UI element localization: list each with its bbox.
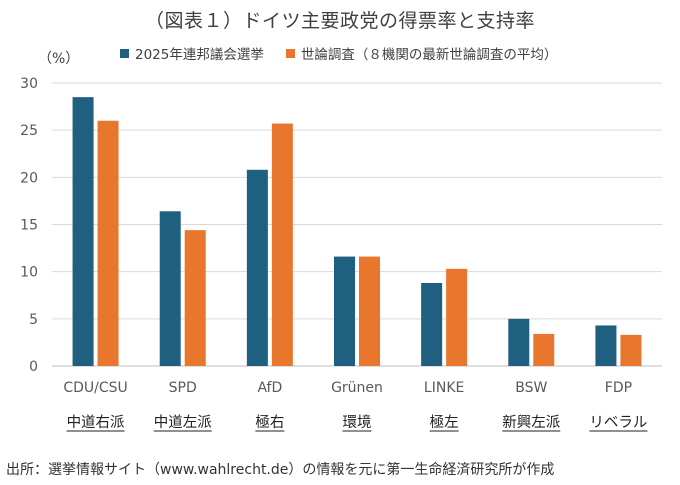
- party-orientation-label: リベラル: [589, 415, 647, 431]
- y-tick-label: 15: [20, 218, 38, 234]
- bar-poll: [271, 123, 293, 367]
- party-orientation-label: 環境: [343, 413, 372, 431]
- x-tick-label: BSW: [515, 380, 547, 396]
- bar-poll: [446, 268, 468, 366]
- x-tick-label: LINKE: [424, 380, 464, 396]
- bar-election: [72, 97, 94, 367]
- y-tick-label: 0: [29, 359, 38, 375]
- x-tick-label: CDU/CSU: [63, 380, 127, 396]
- legend-label-election: 2025年連邦議会選挙: [135, 47, 264, 63]
- bar-election: [159, 211, 181, 366]
- chart-legend: 2025年連邦議会選挙 世論調査（８機関の最新世論調査の平均）: [120, 43, 557, 63]
- bar-poll: [359, 256, 380, 366]
- party-orientation-label: 極右: [255, 414, 284, 431]
- party-orientation-label: 新興左派: [502, 414, 560, 431]
- chart-title: （図表１）ドイツ主要政党の得票率と支持率: [144, 10, 535, 32]
- x-tick-label: Grünen: [331, 380, 383, 396]
- legend-label-poll: 世論調査（８機関の最新世論調査の平均）: [300, 47, 558, 63]
- x-tick-label: FDP: [605, 380, 632, 396]
- bar-poll: [620, 334, 642, 366]
- y-tick-label: 5: [29, 312, 38, 328]
- x-tick-label: SPD: [169, 380, 197, 396]
- bar-election: [508, 318, 530, 366]
- party-orientation-label: 極左: [430, 414, 459, 431]
- source-note: 出所：選挙情報サイト（www.wahlrecht.de）の情報を元に第一生命経済…: [6, 462, 555, 478]
- y-tick-label: 20: [20, 170, 38, 186]
- bar-election: [421, 282, 443, 366]
- y-tick-label: 10: [20, 265, 38, 281]
- x-tick-label: AfD: [257, 380, 282, 396]
- y-tick-label: 25: [20, 123, 38, 139]
- legend-swatch-poll: [285, 48, 295, 58]
- bar-poll: [97, 120, 119, 366]
- bar-election: [595, 325, 617, 366]
- y-tick-label: 30: [20, 76, 38, 92]
- bar-poll: [533, 333, 555, 366]
- legend-item-election: 2025年連邦議会選挙: [120, 43, 264, 63]
- party-orientation-label: 中道右派: [67, 414, 125, 431]
- party-orientation-label: 中道左派: [154, 414, 212, 431]
- bar-poll: [184, 230, 206, 366]
- legend-item-poll: 世論調査（８機関の最新世論調査の平均）: [285, 43, 558, 63]
- legend-swatch-election: [120, 48, 129, 58]
- bar-election: [246, 169, 268, 366]
- y-axis-unit-label: （%）: [38, 51, 80, 67]
- bar-election: [334, 256, 355, 366]
